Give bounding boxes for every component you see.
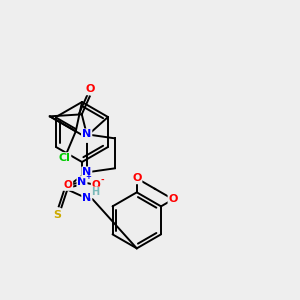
Text: N: N — [82, 129, 92, 139]
Text: O: O — [64, 180, 72, 190]
Text: S: S — [53, 210, 61, 220]
Text: O: O — [132, 173, 142, 183]
Text: N: N — [77, 177, 87, 187]
Text: O: O — [92, 180, 100, 190]
Text: N: N — [82, 167, 92, 177]
Text: O: O — [85, 84, 94, 94]
Text: O: O — [169, 194, 178, 204]
Text: S: S — [82, 132, 89, 142]
Text: -: - — [100, 176, 104, 184]
Text: N: N — [82, 193, 92, 203]
Text: +: + — [85, 174, 91, 180]
Text: Cl: Cl — [58, 153, 70, 163]
Text: H: H — [91, 187, 99, 197]
